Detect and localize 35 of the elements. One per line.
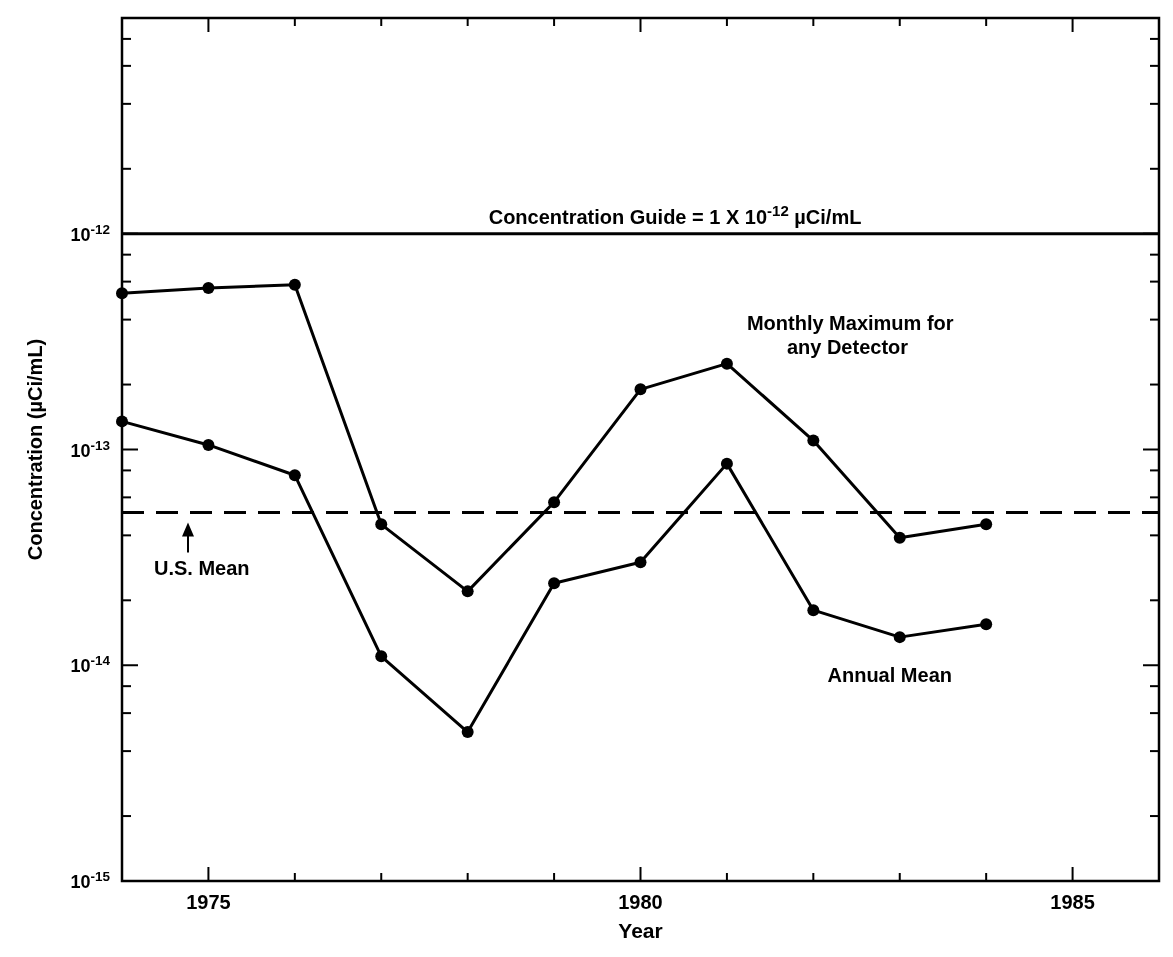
point [807, 604, 820, 617]
legend-label: U.S. Mean [154, 556, 250, 579]
point [980, 518, 993, 531]
point [807, 434, 820, 447]
point [461, 726, 474, 739]
y-tick-label: 10$^{-12}$ [70, 221, 110, 245]
x-tick-label: 1975 [186, 891, 231, 913]
point [720, 357, 733, 370]
annotation: Concentration Guide = 1 X 10$^{-12}$ µCi/mL [488, 201, 862, 228]
point [548, 577, 561, 590]
series-label: Annual Mean [827, 664, 952, 687]
point [202, 282, 215, 295]
point [720, 457, 733, 470]
point [375, 650, 388, 663]
point [893, 531, 906, 544]
point [634, 556, 647, 569]
y-tick-label: 10$^{-13}$ [70, 437, 111, 461]
x-tick-label: 1980 [618, 891, 663, 913]
point [634, 383, 647, 396]
point [461, 585, 474, 598]
x-tick-label: 1985 [1050, 891, 1095, 913]
point [288, 278, 301, 291]
series-label: Monthly Maximum for any Detector [746, 311, 954, 358]
point [116, 415, 128, 428]
point [288, 469, 301, 482]
y-axis-title: Concentration (µCi/mL) [24, 338, 46, 561]
y-tick-label: 10$^{-15}$ [70, 868, 111, 892]
point [980, 618, 993, 631]
point [375, 518, 388, 531]
point [116, 287, 128, 300]
point [202, 438, 215, 451]
point [893, 631, 906, 644]
x-axis-title: Year [618, 919, 663, 942]
point [548, 496, 561, 509]
y-tick-label: 10$^{-14}$ [70, 652, 111, 677]
